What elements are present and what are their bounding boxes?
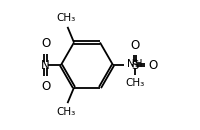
Text: S: S [131,58,139,72]
Text: CH₃: CH₃ [125,78,144,88]
Text: O: O [41,37,50,50]
Text: O: O [41,80,50,93]
Text: CH₃: CH₃ [57,13,76,23]
Text: O: O [130,39,139,52]
Text: N: N [41,58,50,72]
Text: CH₃: CH₃ [57,107,76,117]
Text: NH: NH [127,59,142,69]
Text: O: O [148,58,157,72]
